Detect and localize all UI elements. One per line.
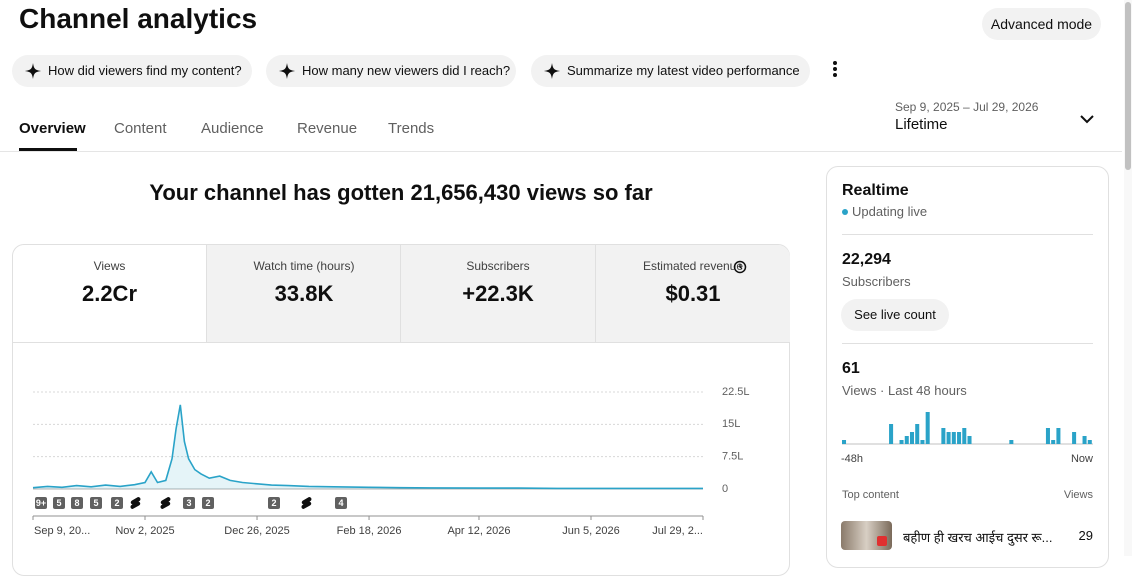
tab[interactable]: Overview xyxy=(19,120,86,137)
realtime-views-label: Views · Last 48 hours xyxy=(842,383,967,398)
sparkle-icon xyxy=(25,63,41,79)
live-dot xyxy=(842,209,848,215)
subscriber-label: Subscribers xyxy=(842,274,911,289)
top-content-title: Top content xyxy=(842,489,899,501)
metric-tab[interactable]: Views 2.2Cr xyxy=(13,245,206,342)
sparkle-icon xyxy=(544,63,560,79)
realtime-title: Realtime xyxy=(842,182,909,199)
prompt-chip[interactable]: Summarize my latest video performance xyxy=(531,55,810,87)
prompt-chip[interactable]: How did viewers find my content? xyxy=(12,55,252,87)
divider xyxy=(842,234,1093,235)
video-views: 29 xyxy=(1078,528,1093,543)
metric-label: Estimated revenue xyxy=(642,259,744,273)
dropdown-chevron[interactable] xyxy=(1079,112,1095,126)
prompt-text: How did viewers find my content? xyxy=(48,63,242,78)
live-status: Updating live xyxy=(852,204,928,219)
metric-tab[interactable]: Estimated revenue $0.31 xyxy=(595,245,790,342)
metric-label: Subscribers xyxy=(466,259,530,273)
date-period[interactable]: Lifetime xyxy=(895,116,948,133)
tab[interactable]: Trends xyxy=(388,120,435,137)
live-count-button[interactable]: See live count xyxy=(841,299,949,331)
tab[interactable]: Content xyxy=(114,120,167,137)
metric-tab[interactable]: Watch time (hours) 33.8K xyxy=(206,245,401,342)
metric-label: Watch time (hours) xyxy=(253,259,355,273)
tab[interactable]: Revenue xyxy=(297,120,358,137)
headline: Your channel has gotten 21,656,430 views… xyxy=(149,180,653,205)
sparkle-icon xyxy=(279,63,295,79)
divider xyxy=(13,342,789,343)
page-title: Channel analytics xyxy=(19,3,258,34)
top-content-column: Views xyxy=(1063,489,1093,501)
metric-tab[interactable]: Subscribers +22.3K xyxy=(400,245,595,342)
realtime-views: 61 xyxy=(842,360,860,377)
more-menu[interactable] xyxy=(829,60,841,78)
prompt-chip[interactable]: How many new viewers did I reach? xyxy=(266,55,516,87)
subscriber-count: 22,294 xyxy=(842,251,891,268)
tab[interactable]: Audience xyxy=(201,120,264,137)
divider xyxy=(842,343,1093,344)
tab-underline xyxy=(19,148,77,151)
clock-icon xyxy=(733,260,747,274)
metric-value: 33.8K xyxy=(274,281,334,306)
metric-value: +22.3K xyxy=(462,281,534,306)
realtime-card xyxy=(826,166,1109,568)
date-range: Sep 9, 2025 – Jul 29, 2026 xyxy=(895,100,1039,114)
prompt-text: Summarize my latest video performance xyxy=(567,63,800,78)
metric-value: 2.2Cr xyxy=(81,281,138,306)
metric-value: $0.31 xyxy=(665,281,721,306)
advanced-mode-button[interactable]: Advanced mode xyxy=(982,8,1101,40)
divider xyxy=(0,151,1122,152)
thumbnail-badge xyxy=(877,536,887,546)
prompt-text: How many new viewers did I reach? xyxy=(302,63,511,78)
video-title[interactable]: बहीण ही खरच आईच दुसर रू... xyxy=(903,530,1053,545)
metric-label: Views xyxy=(93,259,126,273)
scrollbar[interactable] xyxy=(1124,0,1132,556)
